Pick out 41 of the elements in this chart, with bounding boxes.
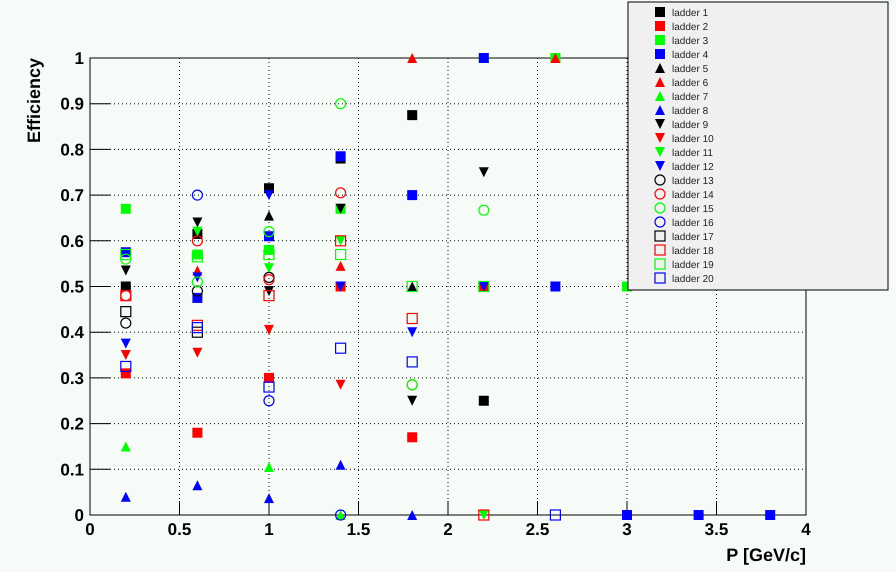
legend-label: ladder 20 [672, 274, 714, 285]
y-tick-label: 1 [74, 49, 84, 68]
legend-label: ladder 6 [672, 78, 709, 89]
legend-label: ladder 13 [672, 176, 714, 187]
y-tick-label: 0.8 [60, 140, 84, 160]
legend-label: ladder 15 [672, 204, 714, 215]
legend-label: ladder 14 [672, 190, 714, 201]
y-tick-label: 0.2 [60, 414, 84, 434]
legend-label: ladder 4 [672, 50, 709, 61]
y-axis-title: Efficiency [24, 58, 44, 144]
y-tick-label: 0.4 [60, 323, 85, 342]
legend-label: ladder 16 [672, 218, 714, 229]
x-tick-label: 4 [801, 520, 812, 539]
legend-label: ladder 8 [672, 106, 709, 117]
y-tick-label: 0.7 [60, 186, 84, 206]
y-tick-label: 0.1 [60, 460, 84, 480]
x-tick-label: 3 [622, 520, 632, 539]
legend-label: ladder 9 [672, 120, 709, 131]
legend-label: ladder 2 [672, 22, 709, 33]
x-axis-title: P [GeV/c] [726, 545, 806, 565]
y-tick-label: 0.5 [60, 278, 84, 296]
legend-label: ladder 11 [672, 148, 714, 159]
x-tick-label: 2 [443, 520, 453, 539]
y-tick-label: 0.3 [60, 368, 84, 388]
y-tick-label: 0.9 [60, 94, 84, 114]
y-tick-label: 0 [74, 506, 84, 525]
legend-label: ladder 17 [672, 232, 714, 243]
legend-label: ladder 3 [672, 36, 709, 47]
x-tick-label: 1 [264, 520, 274, 539]
x-tick-label: 1.5 [346, 520, 370, 539]
legend-label: ladder 18 [672, 246, 714, 257]
legend-label: ladder 12 [672, 162, 714, 173]
x-tick-label: 3.5 [704, 520, 728, 539]
x-tick-label: 2.5 [526, 520, 550, 539]
legend-label: ladder 7 [672, 92, 709, 103]
legend-label: ladder 5 [672, 64, 709, 75]
legend-label: ladder 19 [672, 260, 714, 271]
y-tick-label: 0.6 [60, 232, 84, 251]
legend-label: ladder 10 [672, 134, 714, 145]
legend-label: ladder 1 [672, 8, 709, 19]
x-tick-label: 0.5 [168, 520, 192, 539]
